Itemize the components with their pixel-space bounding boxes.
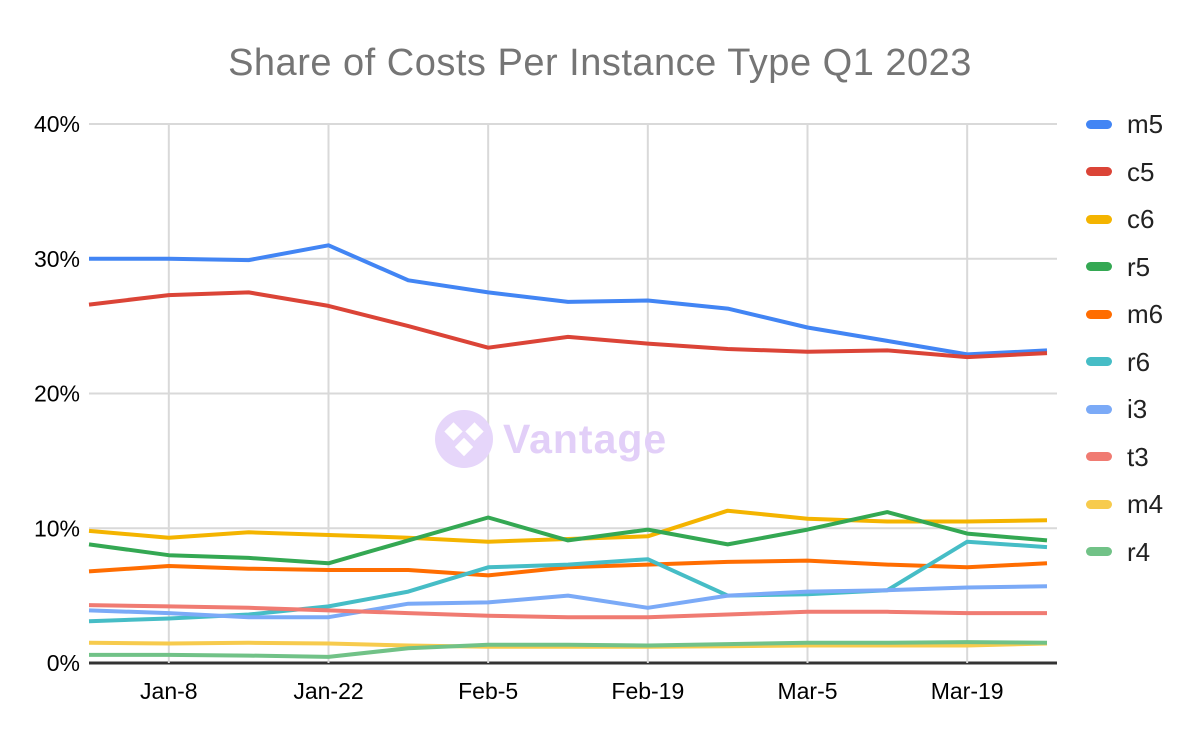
y-tick-label: 40%	[34, 111, 80, 137]
vantage-diamonds-icon	[444, 422, 484, 457]
axis-label-layer: 0% 10% 20% 30% 40% Jan-8 Jan-22 Feb-5 Feb-19 Mar-…	[34, 111, 1004, 704]
grid-layer	[89, 123, 1057, 665]
y-tick-label: 30%	[34, 246, 80, 272]
x-tick-label: Jan-22	[293, 678, 363, 704]
x-tick-label: Mar-5	[777, 678, 837, 704]
y-tick-label: 10%	[34, 515, 80, 541]
watermark: Vantage	[435, 410, 667, 468]
series-line-c5	[88, 290, 1048, 360]
x-tick-label: Feb-5	[458, 678, 518, 704]
y-tick-label: 0%	[47, 650, 80, 676]
series-line-i3	[88, 584, 1048, 620]
series-line-r4	[89, 640, 1048, 659]
series-layer	[88, 243, 1048, 659]
series-line-m6	[88, 558, 1048, 578]
x-tick-label: Jan-8	[140, 678, 198, 704]
series-line-t3	[88, 603, 1047, 620]
series-line-r5	[88, 510, 1048, 566]
x-tick-label: Feb-19	[611, 678, 684, 704]
y-tick-label: 20%	[34, 381, 80, 407]
series-line-m5	[89, 243, 1048, 357]
watermark-text: Vantage	[503, 416, 667, 462]
chart-title: Share of Costs Per Instance Type Q1 2023	[228, 42, 972, 84]
x-tick-label: Mar-19	[931, 678, 1004, 704]
